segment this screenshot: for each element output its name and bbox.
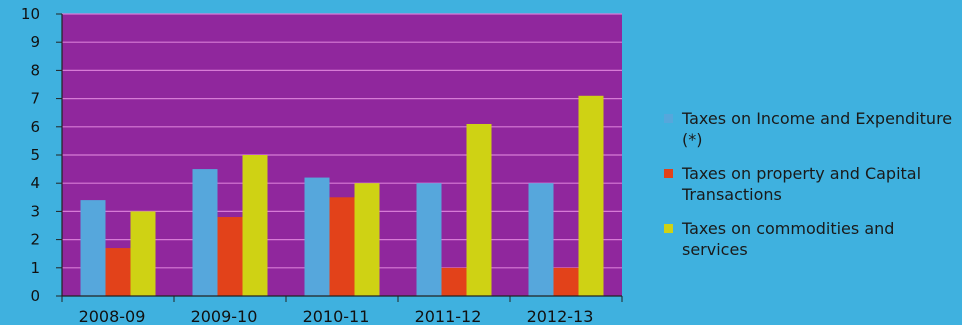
bar-s2-2009-10 [242,155,268,296]
y-tick-label-0: 0 [30,287,40,305]
y-tick-label-3: 3 [30,202,40,220]
bar-s1-2012-13 [553,267,579,296]
bar-s2-2012-13 [578,95,604,296]
y-tick-label-9: 9 [30,33,40,51]
y-tick-label-8: 8 [30,61,40,79]
bar-s1-2008-09 [105,248,131,296]
y-tick-label-7: 7 [30,90,40,108]
legend-swatch-property [664,169,673,178]
bar-s1-2009-10 [217,217,243,296]
y-tick-label-1: 1 [30,259,40,277]
legend-item-property: Taxes on property and Capital Transactio… [664,163,962,205]
bar-s0-2010-11 [304,177,330,296]
bar-s1-2010-11 [329,197,355,296]
legend-label-commodities: Taxes on commodities and services [682,219,895,259]
legend: Taxes on Income and Expenditure (*) Taxe… [664,108,962,273]
x-tick-labels: 2008-09 2009-10 2010-11 2011-12 2012-13 [79,307,594,325]
y-tick-label-4: 4 [30,174,40,192]
legend-label-property: Taxes on property and Capital Transactio… [682,164,922,204]
legend-item-income: Taxes on Income and Expenditure (*) [664,108,962,150]
y-tick-labels: 0 1 2 3 4 5 6 7 8 9 10 [21,5,62,305]
y-tick-label-10: 10 [21,5,40,23]
legend-label-income: Taxes on Income and Expenditure (*) [682,109,953,149]
bar-s1-2011-12 [441,267,467,296]
legend-swatch-income [664,114,673,123]
bar-s0-2009-10 [192,169,218,296]
bar-s2-2011-12 [466,123,492,296]
legend-swatch-commodities [664,224,673,233]
bar-s0-2008-09 [80,200,106,296]
x-tick-label-2008-09: 2008-09 [79,307,146,325]
legend-item-commodities: Taxes on commodities and services [664,218,962,260]
y-tick-label-6: 6 [30,118,40,136]
bar-s2-2008-09 [130,211,156,296]
x-tick-label-2010-11: 2010-11 [303,307,370,325]
y-tick-label-2: 2 [30,231,40,249]
x-tick-label-2011-12: 2011-12 [415,307,482,325]
bar-s0-2011-12 [416,183,442,296]
x-tick-label-2009-10: 2009-10 [191,307,258,325]
x-tick-label-2012-13: 2012-13 [527,307,594,325]
y-tick-label-5: 5 [30,146,40,164]
bar-s0-2012-13 [528,183,554,296]
bar-s2-2010-11 [354,183,380,296]
bars [80,95,604,296]
